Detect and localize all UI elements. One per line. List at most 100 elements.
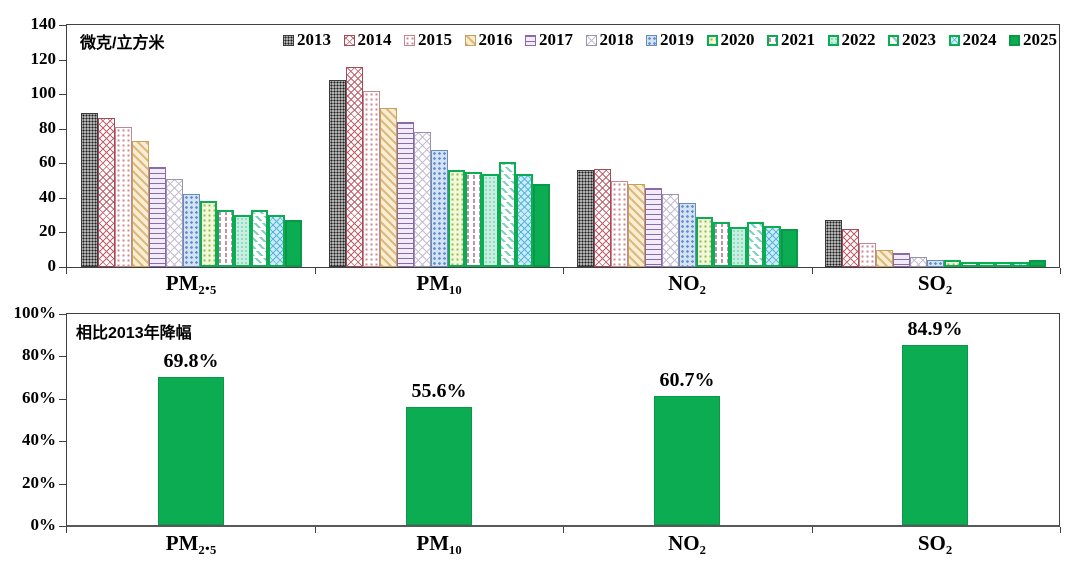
legend-swatch-2013 — [283, 34, 294, 46]
category-label-bottom: SO₂ — [917, 531, 953, 555]
category-label-bottom: NO₂ — [668, 531, 706, 555]
bar-value-label: 60.7% — [659, 369, 715, 392]
bar-value-label: 69.8% — [163, 350, 219, 372]
y-axis-tick — [59, 232, 66, 234]
legend-label: 2013 — [297, 30, 331, 49]
bar-2025-PM₂.₅ — [284, 220, 302, 267]
bar-2013-PM₁₀ — [328, 80, 346, 267]
legend-item-2016: 2016 — [464, 31, 513, 49]
bar-decline-PM₂.₅ — [158, 377, 224, 525]
y-axis-tick-label: 120 — [30, 48, 57, 68]
y-axis-tick-label: 100 — [30, 83, 57, 103]
legend-item-2019: 2019 — [646, 31, 694, 49]
legend-item-2024: 2024 — [948, 31, 997, 49]
x-axis-tick — [314, 527, 316, 533]
legend-label: 2022 — [841, 30, 876, 49]
bar-2024-PM₂.₅ — [267, 215, 285, 267]
bar-2019-PM₁₀ — [430, 149, 448, 267]
x-axis-tick — [66, 268, 67, 274]
bar-2020-SO₂ — [943, 260, 961, 267]
legend-item-2021: 2021 — [767, 31, 815, 49]
legend-label: 2023 — [902, 30, 936, 49]
legend-label: 2018 — [599, 30, 634, 49]
bar-2023-NO₂ — [746, 222, 764, 267]
bar-2017-PM₂.₅ — [148, 166, 166, 267]
legend-swatch-2021 — [767, 34, 778, 46]
y-axis-tick — [59, 483, 66, 485]
bar-2024-SO₂ — [1011, 261, 1029, 267]
bar-2025-NO₂ — [780, 229, 798, 267]
legend-item-2025: 2025 — [1009, 31, 1057, 49]
category-label-bottom: PM₁₀ — [416, 531, 462, 555]
legend-item-2018: 2018 — [585, 30, 634, 49]
y-axis-tick — [59, 267, 66, 268]
x-axis-tick — [563, 527, 564, 533]
bar-2023-PM₂.₅ — [250, 210, 268, 267]
x-axis-tick — [66, 527, 67, 533]
x-axis-tick — [811, 268, 813, 274]
legend-item-2020: 2020 — [706, 30, 755, 49]
bar-2020-PM₁₀ — [447, 170, 465, 267]
bar-2017-PM₁₀ — [396, 121, 414, 267]
top-chart-unit-label: 微克/立方米 — [80, 35, 165, 52]
bar-decline-SO₂ — [902, 345, 968, 525]
legend-label: 2019 — [660, 30, 694, 49]
legend-item-2023: 2023 — [888, 31, 936, 49]
bar-2015-NO₂ — [610, 180, 628, 267]
legend-label: 2017 — [539, 30, 573, 49]
bar-2025-PM₁₀ — [532, 184, 550, 267]
legend-label: 2021 — [781, 30, 815, 49]
legend-swatch-2020 — [706, 34, 718, 46]
bar-2022-PM₂.₅ — [233, 215, 251, 267]
bar-2018-SO₂ — [909, 256, 927, 267]
bar-2015-SO₂ — [858, 242, 876, 267]
category-label-top: NO₂ — [668, 271, 706, 295]
legend-label: 2014 — [357, 30, 392, 49]
y-axis-tick — [59, 398, 66, 400]
x-axis-tick — [1060, 268, 1061, 274]
y-axis-tick-label: 0 — [47, 256, 57, 275]
y-axis-tick-label: 140 — [30, 14, 57, 33]
y-axis-tick — [59, 314, 66, 315]
bar-value-label: 55.6% — [411, 380, 467, 403]
legend-swatch-2014 — [343, 34, 355, 46]
y-axis-tick — [59, 59, 66, 61]
y-axis-tick — [59, 356, 66, 358]
y-axis-tick — [59, 441, 66, 443]
bar-2020-PM₂.₅ — [199, 201, 217, 267]
y-axis-tick-label: 80 — [39, 117, 56, 137]
bar-2016-NO₂ — [627, 184, 645, 267]
bar-2018-NO₂ — [661, 194, 679, 267]
category-label-bottom: PM₂.₅ — [165, 531, 217, 555]
y-axis-tick-label: 60 — [39, 152, 56, 172]
legend-label: 2020 — [720, 30, 755, 49]
legend-swatch-2022 — [827, 34, 839, 46]
x-axis-tick — [314, 268, 316, 274]
y-axis-tick — [59, 25, 66, 26]
y-axis-tick-label: 20 — [39, 221, 56, 241]
bar-2014-PM₁₀ — [345, 66, 363, 267]
x-axis-tick — [563, 268, 564, 274]
bar-decline-NO₂ — [654, 396, 720, 525]
y-axis-tick-label: 40% — [22, 430, 56, 450]
y-axis-tick-label: 100% — [13, 303, 57, 322]
bar-2015-PM₂.₅ — [114, 127, 132, 267]
bar-2014-SO₂ — [841, 229, 859, 267]
y-axis-tick-label: 40 — [39, 186, 56, 206]
bar-2023-SO₂ — [994, 261, 1012, 267]
bar-2018-PM₁₀ — [413, 132, 431, 267]
category-label-top: PM₂.₅ — [165, 271, 217, 295]
bar-2014-PM₂.₅ — [97, 118, 115, 267]
bar-2016-SO₂ — [875, 249, 893, 267]
y-axis-tick-label: 0% — [30, 515, 57, 534]
bar-2022-NO₂ — [729, 227, 747, 267]
x-axis-tick — [811, 527, 813, 533]
bar-2021-NO₂ — [712, 222, 730, 267]
legend-swatch-2018 — [585, 34, 597, 46]
bar-2021-PM₂.₅ — [216, 210, 234, 267]
bar-2013-NO₂ — [576, 170, 594, 267]
bar-2025-SO₂ — [1028, 260, 1046, 267]
bar-decline-PM₁₀ — [406, 407, 472, 525]
legend-label: 2015 — [418, 30, 452, 49]
